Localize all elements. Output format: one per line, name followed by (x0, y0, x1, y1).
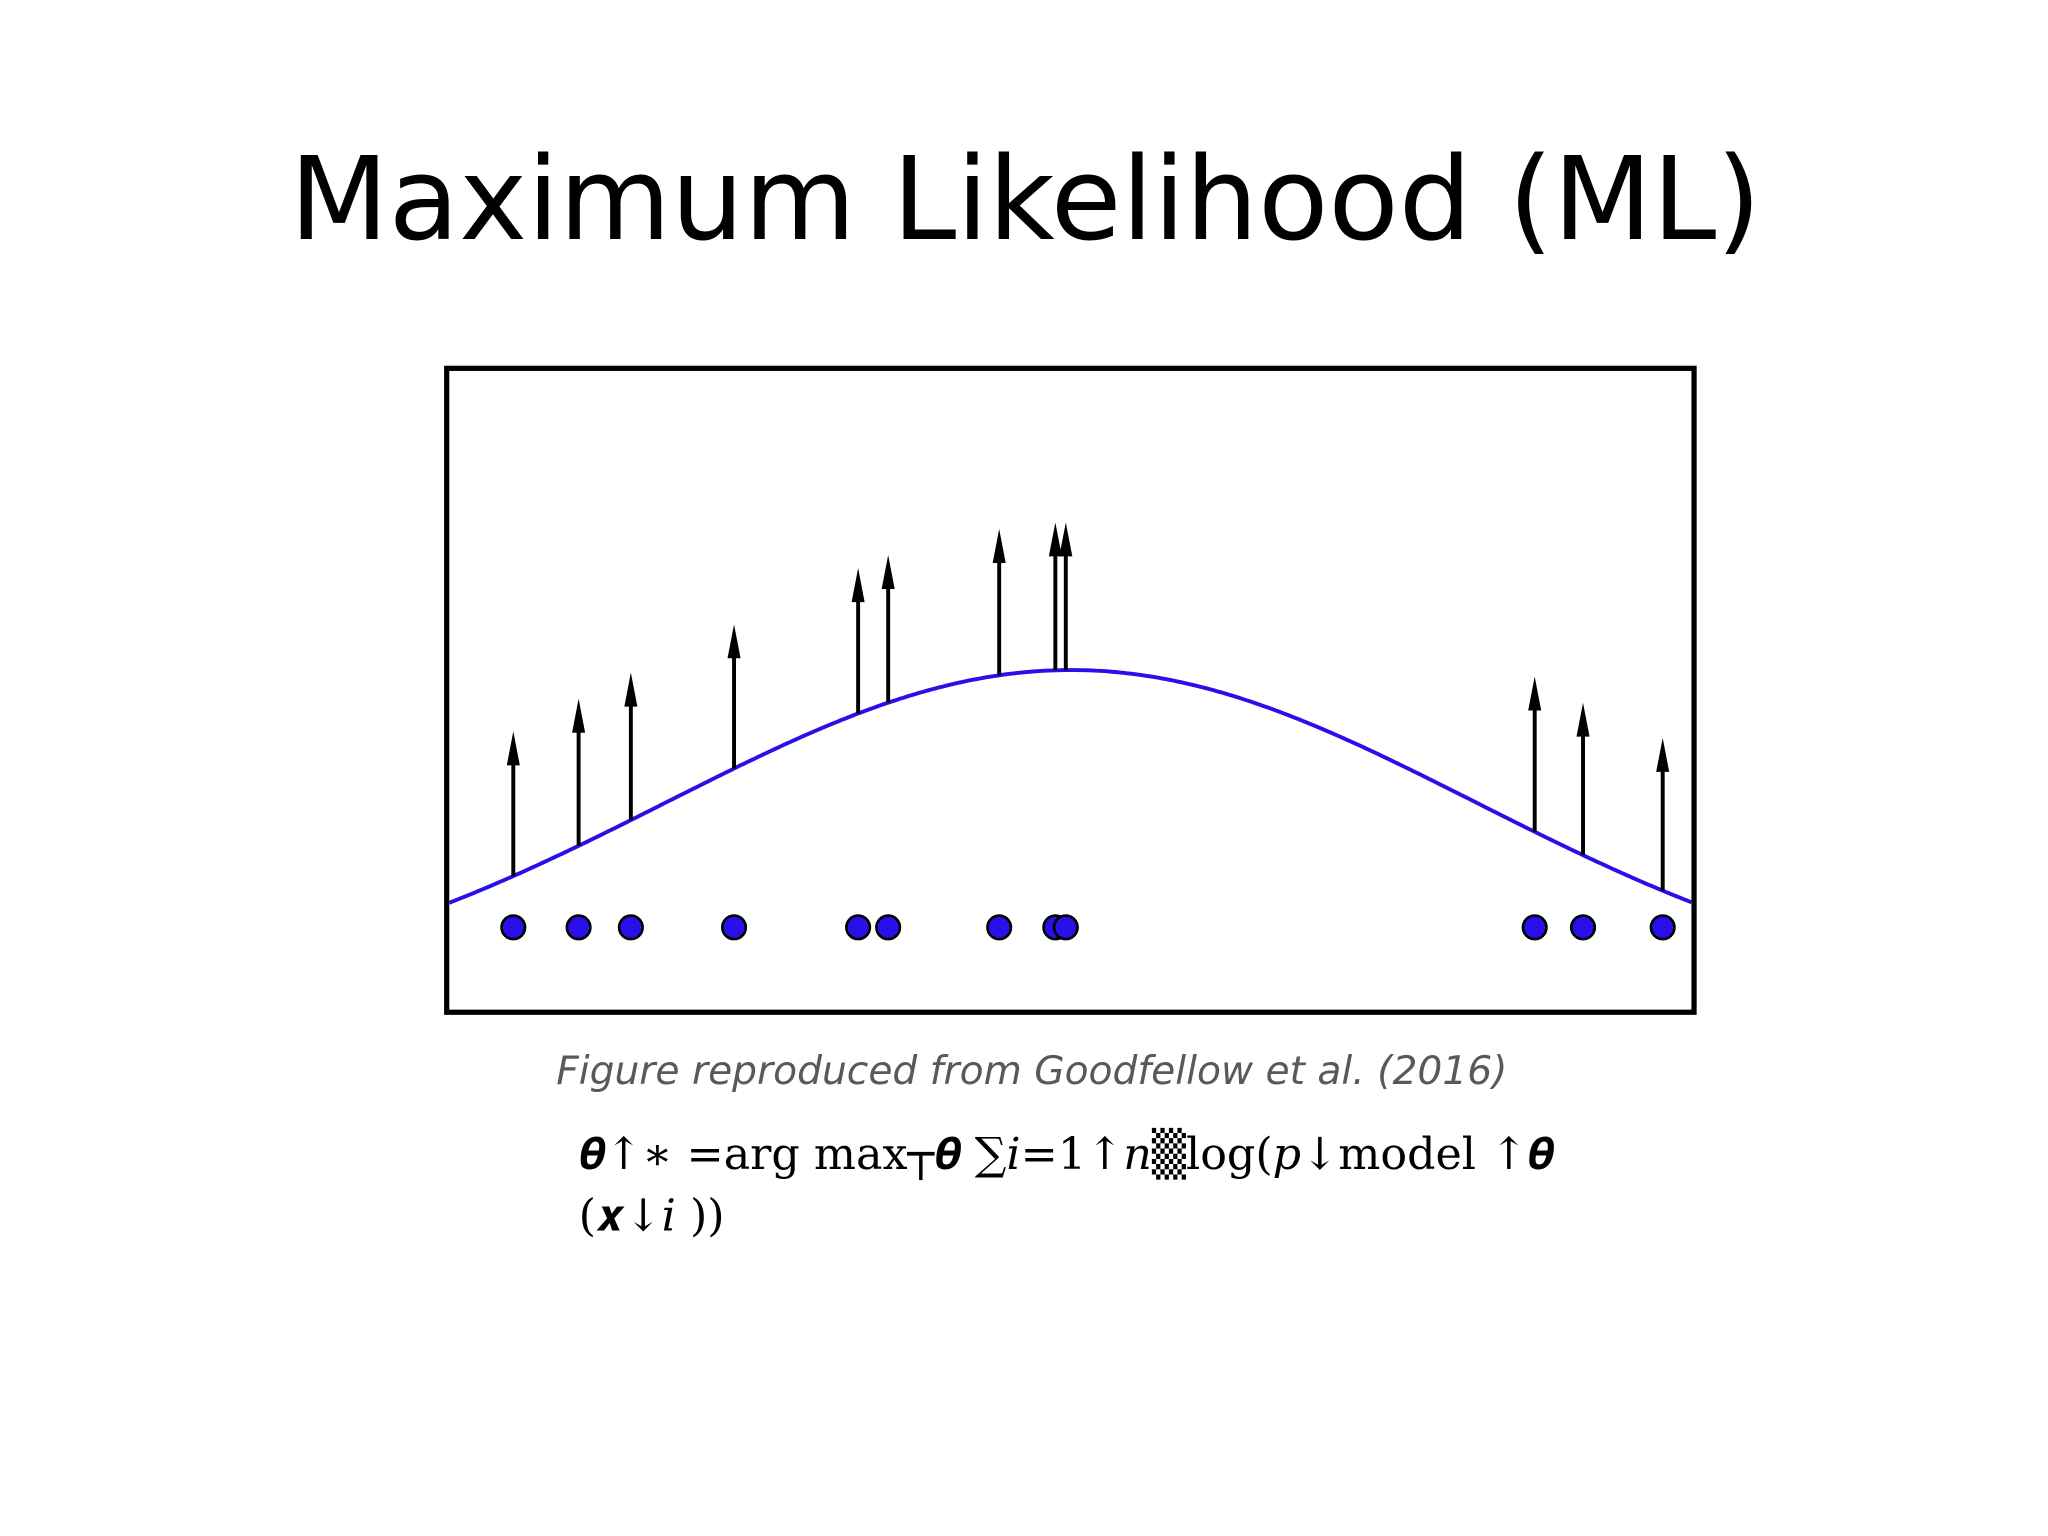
sample-point (1569, 914, 1597, 941)
figure-frame (444, 365, 1697, 1015)
sample-point (875, 914, 902, 941)
sample-point (845, 914, 872, 941)
sample-point (565, 914, 592, 941)
arrow-head (624, 672, 638, 707)
sample-point (986, 914, 1013, 941)
slide-title: Maximum Likelihood (ML) (290, 133, 1762, 267)
arrow-head (727, 624, 741, 659)
sample-point (720, 914, 748, 941)
arrow-head (572, 698, 586, 733)
formula-line: (𝒙↓𝑖 )) (579, 1190, 725, 1241)
sample-point (500, 914, 527, 941)
arrow-head (506, 731, 520, 766)
arrow-head (1059, 522, 1073, 557)
arrow-head (1656, 737, 1670, 772)
density-curve (448, 668, 1693, 905)
sample-point (1052, 914, 1079, 941)
arrow-head (851, 568, 865, 603)
formula-line: 𝜽↑∗ =arg max┬𝜽 ∑𝑖=1↑𝑛▒log(𝑝↓model ↑𝜽 (579, 1127, 1555, 1181)
sample-point (1521, 914, 1548, 941)
figure (444, 365, 1697, 1015)
arrow-head (1528, 676, 1542, 711)
arrow-head (992, 528, 1006, 563)
arrow-head (1048, 522, 1062, 557)
figure-caption: Figure reproduced from Goodfellow et al.… (556, 1049, 1507, 1094)
sample-point (617, 914, 644, 941)
arrow-head (1576, 702, 1590, 737)
sample-point (1649, 914, 1676, 941)
arrow-head (881, 555, 895, 590)
